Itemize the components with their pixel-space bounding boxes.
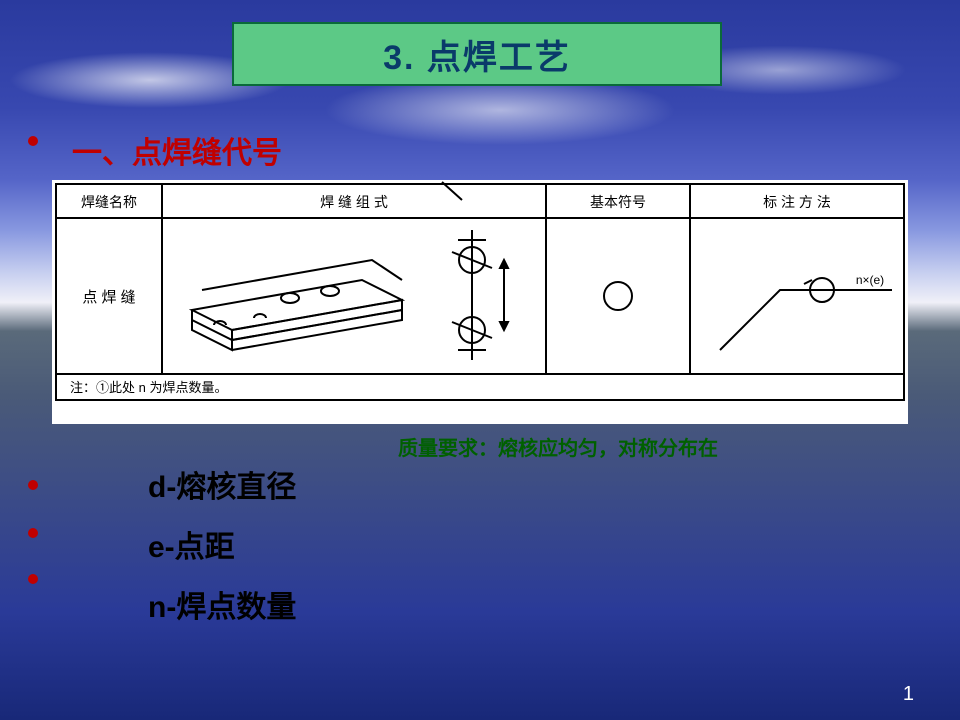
- definitions-list: d-熔核直径 e-点距 n-焊点数量: [148, 462, 296, 642]
- col-header-0: 焊缝名称: [81, 194, 137, 210]
- page-number: 1: [903, 683, 914, 706]
- definition-n: n-焊点数量: [148, 582, 296, 626]
- slide-title-box: 3. 点焊工艺: [232, 22, 722, 86]
- bullet-dot: [28, 574, 38, 584]
- bullet-dot: [28, 480, 38, 490]
- notation-label: n×(e): [856, 273, 884, 287]
- col-header-2: 基本符号: [590, 194, 646, 210]
- definition-d: d-熔核直径: [148, 462, 296, 506]
- weld-symbol-table: 焊缝名称 焊 缝 组 式 基本符号 标 注 方 法 点 焊 缝: [52, 180, 908, 424]
- quality-requirement: 质量要求：熔核应均匀，对称分布在: [398, 432, 718, 461]
- bullet-dot: [28, 136, 38, 146]
- bullet-dot: [28, 528, 38, 538]
- definition-e: e-点距: [148, 522, 296, 566]
- col-header-3: 标 注 方 法: [763, 194, 831, 210]
- diagram-note: 注：①此处 n 为焊点数量。: [70, 380, 227, 395]
- row-label: 点 焊 缝: [82, 289, 135, 306]
- col-header-1: 焊 缝 组 式: [320, 194, 388, 210]
- section-heading: 一、点焊缝代号: [72, 128, 282, 172]
- slide-title: 3. 点焊工艺: [383, 30, 571, 79]
